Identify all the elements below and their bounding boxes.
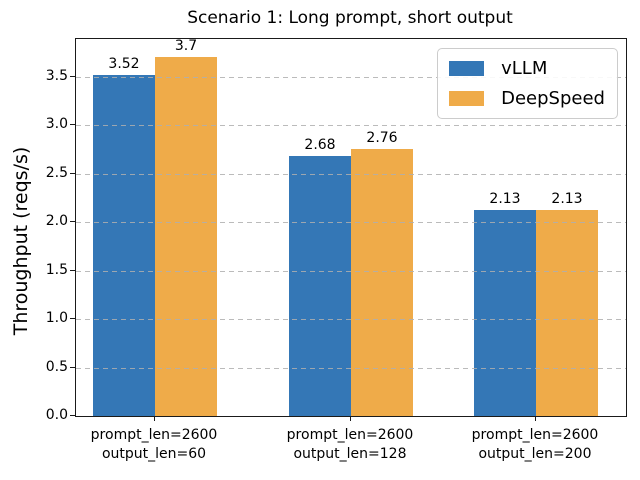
bar-vllm-1 — [289, 156, 351, 416]
gridline — [76, 270, 626, 272]
x-tick-mark — [535, 416, 536, 421]
x-tick-label-line: output_len=200 — [478, 446, 592, 462]
legend-label-vllm: vLLM — [501, 58, 548, 79]
legend-item-vllm: vLLM — [449, 58, 605, 79]
y-tick-label: 1.0 — [45, 310, 68, 327]
legend-swatch-vllm-icon — [449, 61, 485, 76]
x-tick-label: prompt_len=2600 output_len=200 — [472, 426, 599, 464]
y-tick-label: 2.5 — [45, 164, 68, 181]
gridline — [76, 367, 626, 369]
x-tick-label-line: output_len=128 — [293, 446, 407, 462]
y-tick-label: 1.5 — [45, 261, 68, 278]
x-tick-label-line: output_len=60 — [101, 446, 207, 462]
y-tick-mark — [70, 172, 75, 174]
y-tick-mark — [70, 366, 75, 368]
y-tick-label: 2.0 — [45, 213, 68, 230]
y-tick-label: 0.5 — [45, 358, 68, 375]
gridline — [76, 125, 626, 127]
legend-item-deepspeed: DeepSpeed — [449, 88, 605, 109]
x-tick-label-line: prompt_len=2600 — [286, 427, 414, 443]
bar-vllm-0 — [93, 74, 155, 416]
chart-title: Scenario 1: Long prompt, short output — [187, 8, 513, 28]
legend-label-deepspeed: DeepSpeed — [501, 88, 605, 109]
bar-value-label: 2.13 — [489, 190, 521, 207]
y-tick-label: 0.0 — [45, 407, 68, 423]
legend-swatch-deepspeed-icon — [449, 91, 485, 106]
y-tick-label: 3.5 — [45, 67, 68, 84]
gridline — [76, 319, 626, 321]
x-tick-label-line: prompt_len=2600 — [90, 427, 218, 443]
bar-value-label: 2.13 — [551, 190, 583, 207]
x-tick-mark — [154, 416, 155, 421]
y-tick-mark — [70, 269, 75, 271]
x-tick-label: prompt_len=2600 output_len=128 — [287, 426, 414, 464]
y-tick-mark — [70, 318, 75, 320]
y-tick-mark — [70, 415, 75, 416]
bar-deepspeed-0 — [155, 57, 217, 416]
gridline — [76, 222, 626, 224]
legend: vLLM DeepSpeed — [437, 48, 618, 119]
bar-value-label: 3.7 — [174, 38, 198, 55]
bar-value-label: 3.52 — [108, 55, 140, 72]
gridline — [76, 173, 626, 175]
x-tick-label-line: prompt_len=2600 — [471, 427, 599, 443]
y-tick-label: 3.0 — [45, 116, 68, 133]
x-tick-mark — [350, 416, 351, 421]
gridline — [76, 76, 626, 78]
bar-deepspeed-2 — [536, 209, 598, 416]
plot-area: vLLM DeepSpeed 3.52 2.68 2.13 3.7 2.76 2.13 — [75, 38, 627, 417]
y-tick-mark — [70, 221, 75, 223]
bar-value-label: 2.76 — [366, 129, 398, 146]
y-tick-mark — [70, 124, 75, 126]
y-tick-mark — [70, 75, 75, 77]
bar-value-label: 2.68 — [304, 137, 336, 154]
bar-deepspeed-1 — [351, 148, 413, 416]
bar-vllm-2 — [474, 209, 536, 416]
x-tick-label: prompt_len=2600 output_len=60 — [91, 426, 218, 464]
